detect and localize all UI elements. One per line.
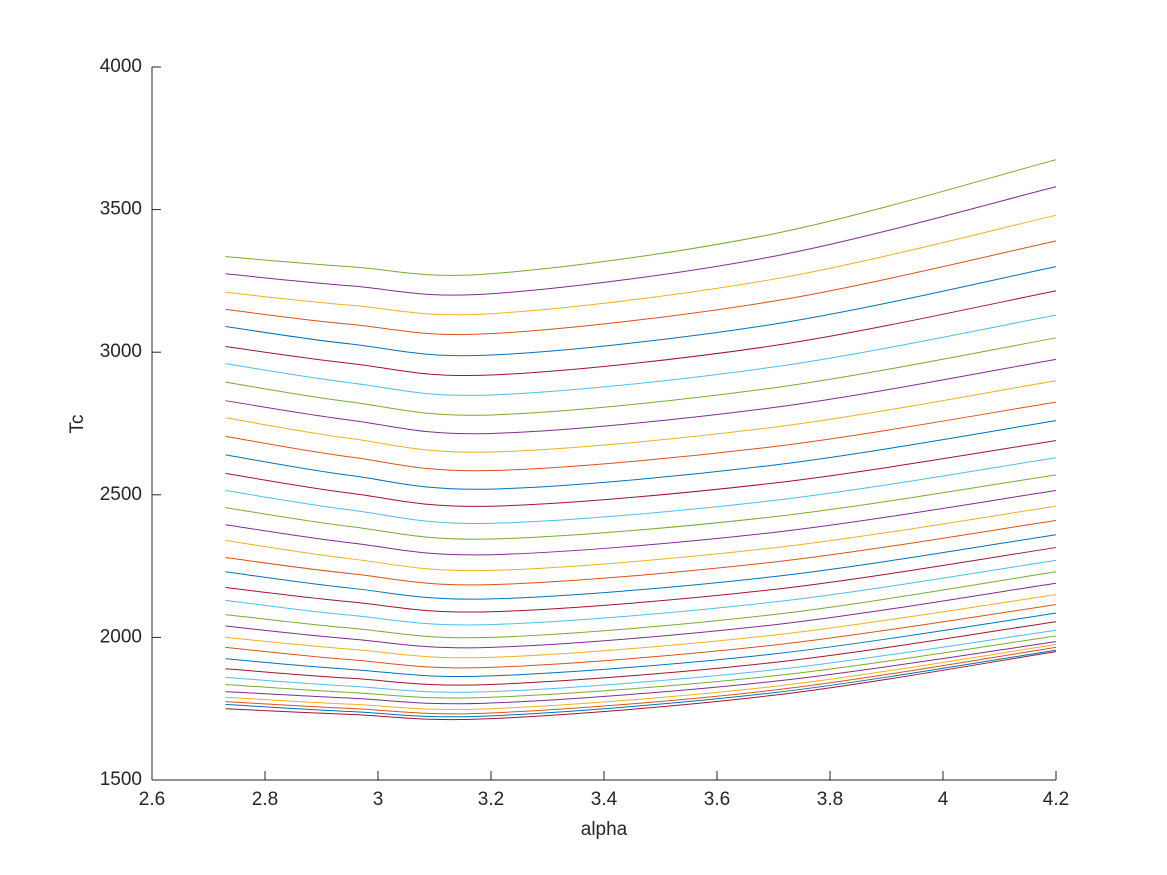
line-series [225, 490, 1057, 556]
line-series [225, 582, 1057, 649]
line-series [225, 519, 1057, 586]
line-series [225, 635, 1057, 699]
line-series [225, 474, 1057, 540]
line-series [225, 358, 1057, 435]
line-series [225, 159, 1057, 276]
x-tick-label: 3.4 [591, 789, 618, 810]
x-tick-label: 3.6 [704, 789, 730, 810]
line-series [225, 290, 1057, 377]
line-series [225, 547, 1057, 613]
x-tick-label: 2.8 [252, 789, 278, 810]
x-tick-label: 2.6 [139, 789, 165, 810]
line-series [225, 337, 1057, 416]
line-series [225, 240, 1057, 336]
line-series [225, 420, 1057, 490]
line-series [225, 534, 1057, 600]
x-tick-label: 4.2 [1043, 789, 1069, 810]
line-series [225, 266, 1057, 357]
line-series [225, 505, 1057, 572]
line-series [225, 646, 1057, 715]
line-series [225, 186, 1057, 296]
y-tick-label: 1500 [100, 769, 142, 790]
line-series [225, 621, 1057, 686]
line-series [225, 314, 1057, 396]
line-series [225, 604, 1057, 669]
line-series [225, 644, 1057, 711]
line-series [225, 649, 1057, 718]
line-series [225, 641, 1057, 705]
y-tick-label: 2000 [100, 626, 142, 647]
x-tick-label: 3.2 [478, 789, 504, 810]
line-series [225, 214, 1057, 316]
x-tick-label: 3.8 [817, 789, 843, 810]
y-tick-label: 2500 [100, 484, 142, 505]
line-series [225, 571, 1057, 639]
x-tick-label: 4 [938, 789, 949, 810]
line-series [225, 440, 1057, 507]
y-tick-label: 4000 [100, 56, 142, 77]
x-axis-label: alpha [581, 819, 628, 840]
line-series [225, 612, 1057, 678]
y-tick-label: 3000 [100, 341, 142, 362]
line-series [225, 594, 1057, 659]
line-series [225, 629, 1057, 693]
line-series [225, 651, 1057, 721]
y-axis-label: Tc [67, 415, 88, 434]
x-tick-label: 3 [373, 789, 384, 810]
y-tick-label: 3500 [100, 199, 142, 220]
line-series [225, 457, 1057, 524]
line-series [225, 401, 1057, 472]
line-series [225, 380, 1057, 453]
line-series [225, 559, 1057, 626]
